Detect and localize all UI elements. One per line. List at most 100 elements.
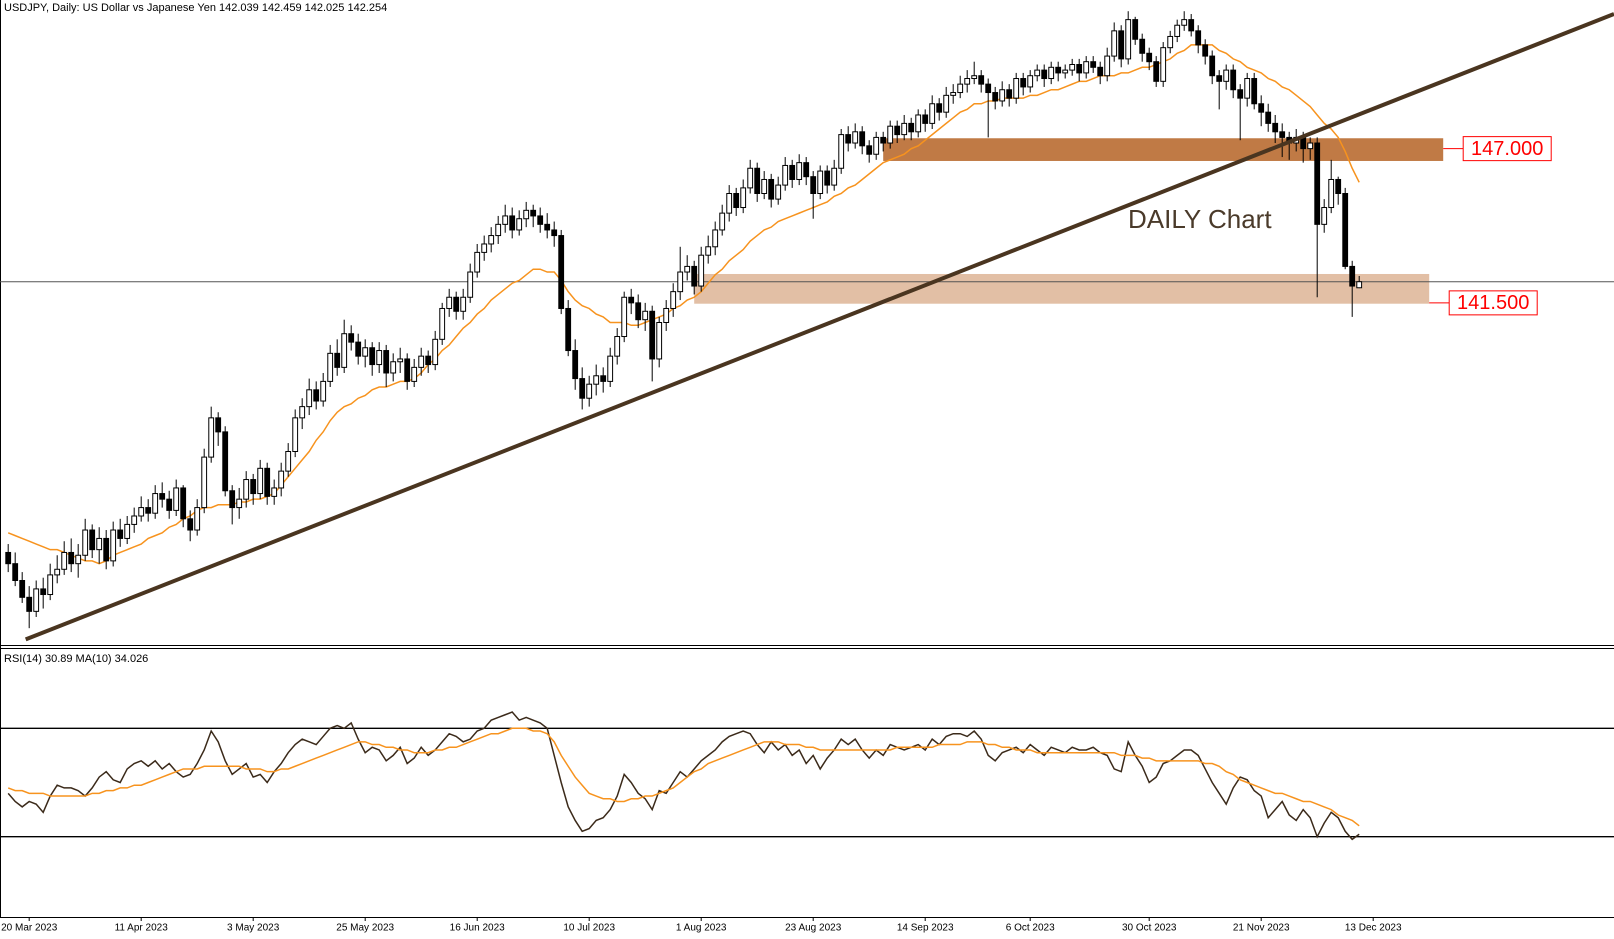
candle-body: [236, 498, 243, 509]
candle-body: [159, 493, 166, 500]
candle-body: [656, 322, 663, 360]
candle-body: [1342, 193, 1349, 267]
candle-body: [89, 529, 96, 551]
candle-body: [1188, 19, 1195, 32]
candle-body: [1244, 78, 1251, 99]
candle-body: [747, 167, 754, 189]
candle-body: [243, 479, 250, 500]
candle-body: [754, 167, 761, 194]
candle-body: [313, 389, 320, 402]
candle-body: [1125, 19, 1132, 60]
candle-body: [264, 467, 271, 497]
candle-body: [558, 235, 565, 309]
candle-body: [1048, 66, 1055, 80]
candle-body: [390, 361, 397, 374]
candle-body: [1041, 69, 1048, 80]
candle-body: [978, 75, 985, 85]
annotation: DAILY Chart: [1128, 204, 1272, 234]
candle-body: [138, 507, 145, 517]
candle-body: [740, 187, 747, 209]
candle-body: [334, 352, 341, 368]
candle-body: [1202, 44, 1209, 57]
candle-body: [537, 215, 544, 225]
candle-body: [278, 470, 285, 489]
candle-body: [306, 389, 313, 408]
candle-body: [831, 167, 838, 186]
candle-body: [1237, 89, 1244, 99]
candle-body: [1223, 69, 1230, 82]
candle-body: [173, 487, 180, 511]
candle-body: [1083, 61, 1090, 74]
candle-body: [593, 375, 600, 385]
candle-body: [943, 94, 950, 113]
candle-body: [1069, 64, 1076, 71]
candle-body: [621, 296, 628, 338]
candle-body: [1160, 47, 1167, 82]
candle-body: [12, 563, 19, 581]
trend-line: [24, 12, 1614, 642]
candle-body: [600, 375, 607, 382]
candle-body: [467, 271, 474, 298]
candle-body: [425, 355, 432, 366]
candle-body: [68, 551, 75, 565]
candle-body: [586, 383, 593, 399]
candle-body: [47, 574, 54, 596]
candle-body: [726, 193, 733, 214]
candle-body: [5, 551, 12, 565]
candle-body: [1153, 61, 1160, 82]
candle-body: [817, 170, 824, 194]
candle-body: [866, 145, 873, 155]
candle-body: [642, 310, 649, 321]
x-tick-label: 16 Jun 2023: [450, 923, 505, 934]
candle-body: [1307, 142, 1314, 150]
candle-body: [1216, 75, 1223, 82]
candle-body: [733, 193, 740, 209]
indicator-line: [7, 727, 1360, 827]
candle-body: [1209, 55, 1216, 77]
candle-body: [166, 498, 173, 511]
candle-body: [75, 554, 82, 565]
candle-body: [1139, 38, 1146, 54]
candle-body: [523, 209, 530, 220]
candle-body: [187, 518, 194, 531]
candle-body: [1265, 111, 1272, 124]
candle-body: [1006, 89, 1013, 99]
candle-body: [1174, 24, 1181, 37]
candle-body: [775, 184, 782, 200]
candle-body: [950, 92, 957, 96]
candle-body: [152, 493, 159, 514]
candle-body: [838, 134, 845, 169]
candle-body: [705, 246, 712, 256]
candle-body: [1167, 35, 1174, 49]
candle-body: [411, 366, 418, 382]
candle-body: [117, 529, 124, 539]
x-axis: 20 Mar 2023 11 Apr 2023 3 May 2023 25 May 2…: [1, 917, 1402, 934]
candle-body: [810, 176, 817, 195]
candle-body: [782, 164, 789, 186]
candle-body: [677, 271, 684, 293]
candle-body: [936, 103, 943, 113]
candle-body: [292, 417, 299, 453]
candle-body: [1258, 103, 1265, 113]
candle-body: [418, 355, 425, 368]
candle-body: [1027, 75, 1034, 88]
candle-body: [481, 243, 488, 253]
candle-body: [397, 358, 404, 363]
x-tick-label: 14 Sep 2023: [897, 923, 954, 934]
candle-body: [1321, 207, 1328, 225]
candle-body: [1146, 52, 1153, 63]
x-tick-label: 3 May 2023: [227, 923, 280, 934]
x-tick-label: 1 Aug 2023: [676, 923, 727, 934]
candle-body: [1076, 64, 1083, 74]
candle-body: [999, 89, 1006, 102]
candle-body: [1279, 131, 1286, 138]
candle-body: [439, 307, 446, 340]
indicator-pane: [0, 711, 1614, 841]
candle-body: [327, 352, 334, 382]
candle-body: [502, 215, 509, 225]
candle-body: [607, 355, 614, 382]
candle-body: [1055, 66, 1062, 74]
candle-body: [124, 523, 131, 539]
candle-body: [1132, 19, 1139, 40]
candle-body: [1090, 61, 1097, 68]
